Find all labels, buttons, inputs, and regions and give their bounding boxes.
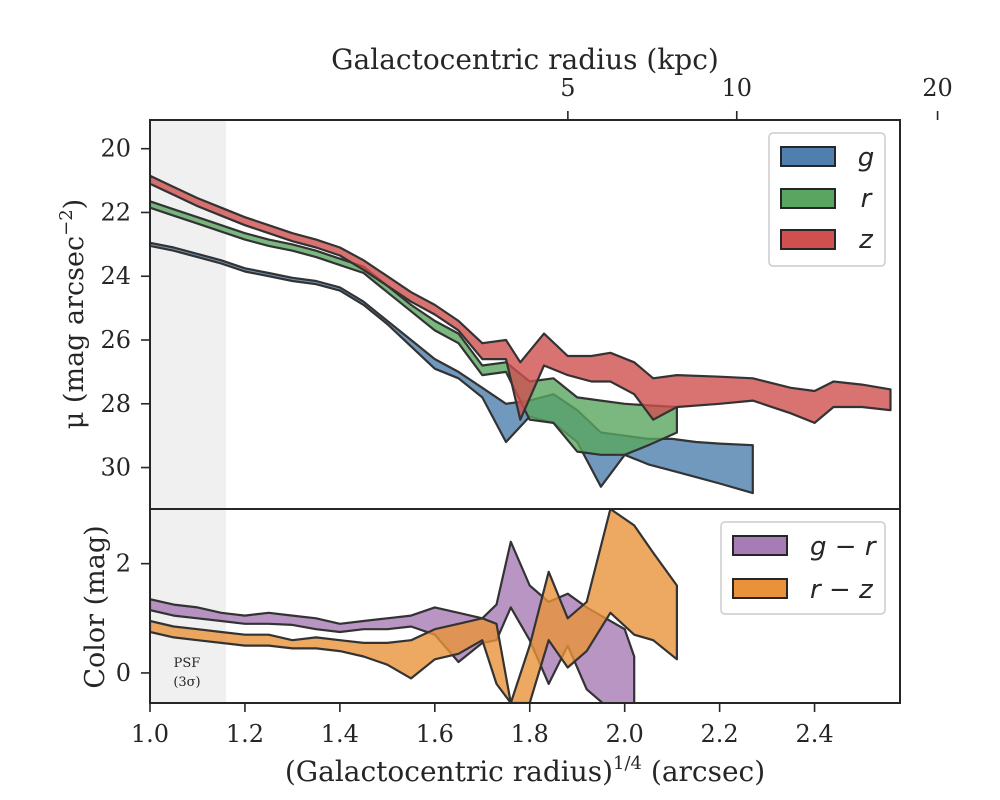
x-tick-label: 1.6 [416,720,454,748]
series-g-band [150,241,754,495]
series-z-band [150,174,892,424]
x-tick-label: 1.4 [321,720,359,748]
legend-g-minus-r-label: g − r [810,532,878,562]
top-axis-title: Galactocentric radius (kpc) [331,43,719,76]
legend-g-swatch [780,146,836,167]
top-y-tick-label: 22 [100,198,131,226]
legend-z-label: z [858,225,874,255]
top-x-tick-label: 20 [922,74,953,102]
legend-g-label: g [858,143,875,173]
legend-r-minus-z-label: r − z [810,575,874,605]
top-y-tick-label: 28 [100,390,131,418]
x-tick-label: 1.2 [226,720,264,748]
legend-r-swatch [780,188,836,209]
color-series [150,509,679,703]
bottom-panel-frame [149,508,901,704]
axis-ticks: 1.0 1.2 1.4 1.6 1.8 2.0 2.2 2.4 20 22 24 26 28 30 0 2 5 1… [100,74,953,748]
top-x-tick-label: 5 [560,74,575,102]
top-y-axis-title: μ (mag arcsec−2) [56,199,90,429]
series-r-z-band [150,509,679,703]
top-y-tick-label: 24 [100,262,131,290]
x-tick-label: 1.0 [131,720,169,748]
x-tick-label: 2.2 [701,720,739,748]
psf-sigma-label: (3σ) [173,675,200,690]
x-tick-label: 2.0 [606,720,644,748]
series-g-r-band [150,540,636,703]
legend-r-minus-z-swatch [732,578,788,599]
bottom-y-tick-label: 2 [116,550,131,578]
top-y-tick-label: 30 [100,454,131,482]
top-y-tick-label: 26 [100,326,131,354]
top-y-tick-label: 20 [100,135,131,163]
top-legend: g r z [768,132,886,267]
surface-brightness-series [150,174,892,495]
x-axis-title: (Galactocentric radius)1/4 (arcsec) [285,753,765,788]
x-tick-label: 1.8 [511,720,549,748]
bottom-y-axis-title: Color (mag) [80,525,111,688]
legend-z-swatch [780,229,836,250]
series-r-band [150,200,679,456]
legend-r-label: r [861,184,874,214]
psf-label: PSF [174,656,201,671]
bottom-y-tick-label: 0 [116,659,131,687]
x-tick-label: 2.4 [795,720,833,748]
top-x-tick-label: 10 [721,74,752,102]
bottom-legend: g − r r − z [720,521,886,615]
legend-g-minus-r-swatch [732,535,788,556]
